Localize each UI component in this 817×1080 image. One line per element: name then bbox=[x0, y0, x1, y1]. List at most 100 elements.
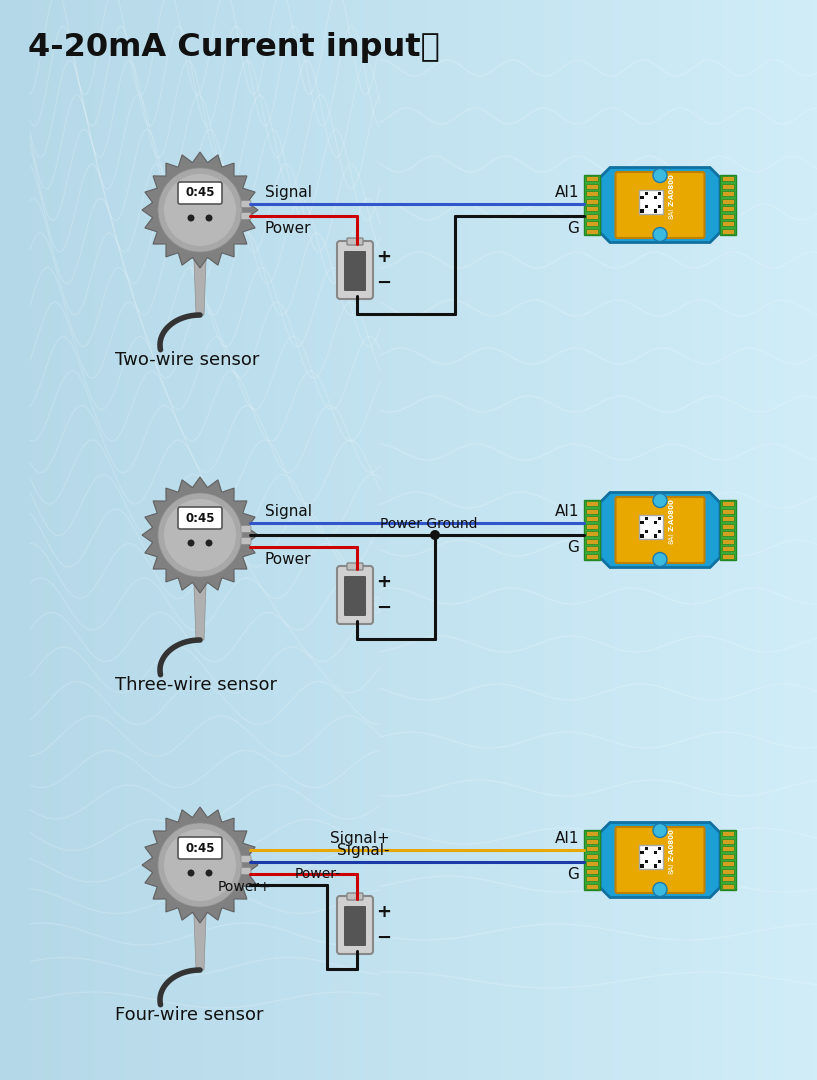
FancyBboxPatch shape bbox=[586, 847, 598, 851]
Circle shape bbox=[430, 530, 440, 540]
Text: Signal: Signal bbox=[265, 504, 312, 519]
FancyBboxPatch shape bbox=[645, 847, 649, 850]
Text: Z-A0800: Z-A0800 bbox=[669, 828, 675, 862]
FancyBboxPatch shape bbox=[584, 831, 600, 890]
FancyBboxPatch shape bbox=[645, 205, 649, 208]
FancyBboxPatch shape bbox=[586, 868, 598, 874]
Text: AI1: AI1 bbox=[555, 504, 579, 519]
FancyBboxPatch shape bbox=[722, 531, 734, 537]
FancyBboxPatch shape bbox=[722, 176, 734, 181]
Text: Signal: Signal bbox=[265, 185, 312, 200]
Text: 8AI: 8AI bbox=[669, 207, 675, 218]
Text: Power: Power bbox=[265, 552, 311, 567]
FancyBboxPatch shape bbox=[615, 827, 704, 893]
FancyBboxPatch shape bbox=[720, 175, 736, 235]
Text: Z-A0800: Z-A0800 bbox=[669, 174, 675, 206]
FancyBboxPatch shape bbox=[586, 854, 598, 859]
Circle shape bbox=[653, 823, 667, 837]
Text: Signal+: Signal+ bbox=[330, 831, 390, 846]
Circle shape bbox=[653, 168, 667, 183]
FancyBboxPatch shape bbox=[659, 860, 662, 863]
Text: Power Ground: Power Ground bbox=[380, 517, 477, 531]
Text: 8AI: 8AI bbox=[669, 862, 675, 874]
Text: −: − bbox=[376, 274, 391, 292]
Circle shape bbox=[158, 492, 242, 577]
Polygon shape bbox=[142, 807, 258, 923]
FancyBboxPatch shape bbox=[720, 500, 736, 561]
FancyBboxPatch shape bbox=[654, 851, 657, 854]
FancyBboxPatch shape bbox=[344, 251, 366, 291]
FancyBboxPatch shape bbox=[659, 191, 662, 194]
FancyBboxPatch shape bbox=[641, 864, 644, 867]
FancyBboxPatch shape bbox=[178, 507, 222, 529]
FancyBboxPatch shape bbox=[178, 183, 222, 204]
Circle shape bbox=[187, 215, 194, 221]
FancyBboxPatch shape bbox=[586, 832, 598, 836]
FancyBboxPatch shape bbox=[586, 861, 598, 866]
FancyBboxPatch shape bbox=[722, 229, 734, 233]
Text: Power+: Power+ bbox=[218, 880, 271, 894]
FancyBboxPatch shape bbox=[645, 516, 649, 519]
Polygon shape bbox=[194, 585, 206, 640]
FancyBboxPatch shape bbox=[722, 184, 734, 189]
FancyBboxPatch shape bbox=[722, 191, 734, 197]
FancyBboxPatch shape bbox=[722, 883, 734, 889]
FancyBboxPatch shape bbox=[654, 535, 657, 538]
FancyBboxPatch shape bbox=[645, 860, 649, 863]
FancyBboxPatch shape bbox=[586, 876, 598, 881]
FancyBboxPatch shape bbox=[641, 195, 644, 200]
Text: +: + bbox=[376, 248, 391, 266]
FancyBboxPatch shape bbox=[586, 516, 598, 522]
FancyBboxPatch shape bbox=[241, 855, 251, 863]
Circle shape bbox=[206, 869, 212, 877]
Text: G: G bbox=[567, 221, 579, 237]
FancyBboxPatch shape bbox=[722, 501, 734, 507]
FancyBboxPatch shape bbox=[586, 554, 598, 558]
FancyBboxPatch shape bbox=[641, 521, 644, 524]
Text: Four-wire sensor: Four-wire sensor bbox=[115, 1005, 264, 1024]
Circle shape bbox=[158, 823, 242, 907]
Text: G: G bbox=[567, 540, 579, 555]
FancyBboxPatch shape bbox=[241, 526, 251, 532]
FancyBboxPatch shape bbox=[659, 529, 662, 534]
FancyBboxPatch shape bbox=[659, 205, 662, 208]
Polygon shape bbox=[142, 477, 258, 593]
FancyBboxPatch shape bbox=[586, 229, 598, 233]
Text: Z-A0800: Z-A0800 bbox=[669, 499, 675, 531]
FancyBboxPatch shape bbox=[586, 191, 598, 197]
Circle shape bbox=[653, 228, 667, 242]
Circle shape bbox=[653, 494, 667, 508]
FancyBboxPatch shape bbox=[347, 893, 363, 900]
Text: −: − bbox=[376, 599, 391, 617]
FancyBboxPatch shape bbox=[654, 195, 657, 200]
FancyBboxPatch shape bbox=[344, 576, 366, 616]
FancyBboxPatch shape bbox=[586, 176, 598, 181]
FancyBboxPatch shape bbox=[722, 509, 734, 514]
Circle shape bbox=[653, 553, 667, 567]
Circle shape bbox=[158, 168, 242, 252]
FancyBboxPatch shape bbox=[344, 906, 366, 946]
FancyBboxPatch shape bbox=[241, 201, 251, 207]
FancyBboxPatch shape bbox=[584, 500, 600, 561]
FancyBboxPatch shape bbox=[586, 501, 598, 507]
Text: +: + bbox=[376, 903, 391, 921]
FancyBboxPatch shape bbox=[722, 861, 734, 866]
FancyBboxPatch shape bbox=[722, 206, 734, 212]
Text: 4-20mA Current input：: 4-20mA Current input： bbox=[28, 32, 440, 63]
FancyBboxPatch shape bbox=[178, 837, 222, 859]
Text: Power-: Power- bbox=[295, 867, 341, 881]
FancyBboxPatch shape bbox=[722, 214, 734, 219]
Polygon shape bbox=[600, 167, 720, 243]
Circle shape bbox=[164, 829, 236, 901]
Text: Power: Power bbox=[265, 221, 311, 237]
FancyBboxPatch shape bbox=[586, 221, 598, 226]
Circle shape bbox=[187, 540, 194, 546]
FancyBboxPatch shape bbox=[337, 896, 373, 954]
FancyBboxPatch shape bbox=[586, 509, 598, 514]
Text: Signal-: Signal- bbox=[337, 843, 390, 858]
FancyBboxPatch shape bbox=[645, 191, 649, 194]
FancyBboxPatch shape bbox=[722, 847, 734, 851]
Text: −: − bbox=[376, 929, 391, 947]
FancyBboxPatch shape bbox=[654, 864, 657, 867]
Text: 0:45: 0:45 bbox=[185, 512, 215, 525]
